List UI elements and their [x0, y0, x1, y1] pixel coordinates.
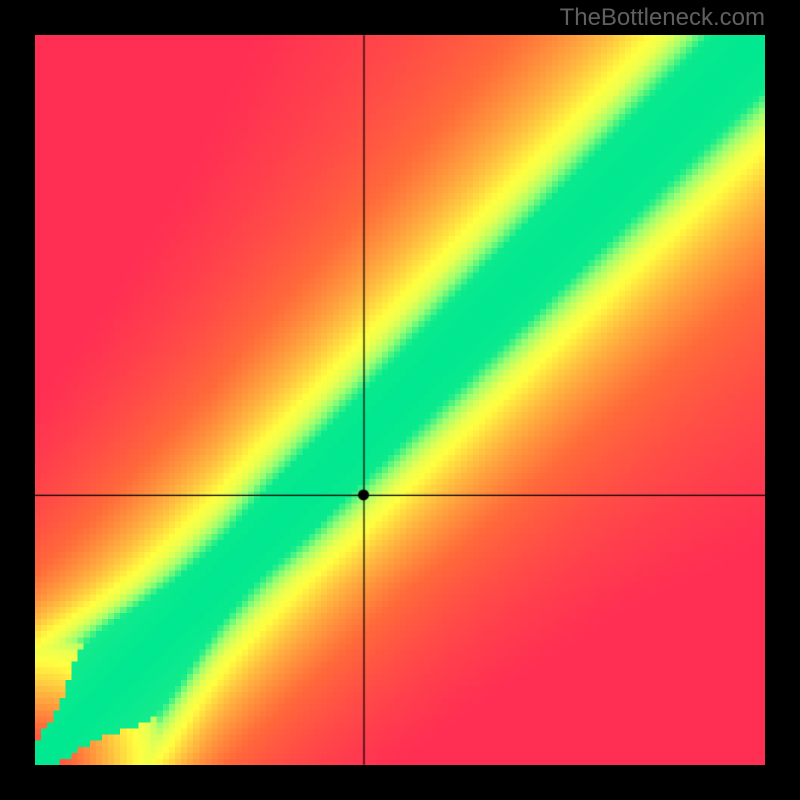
- crosshair-overlay: [0, 0, 800, 800]
- chart-container: TheBottleneck.com: [0, 0, 800, 800]
- watermark-text: TheBottleneck.com: [560, 4, 765, 32]
